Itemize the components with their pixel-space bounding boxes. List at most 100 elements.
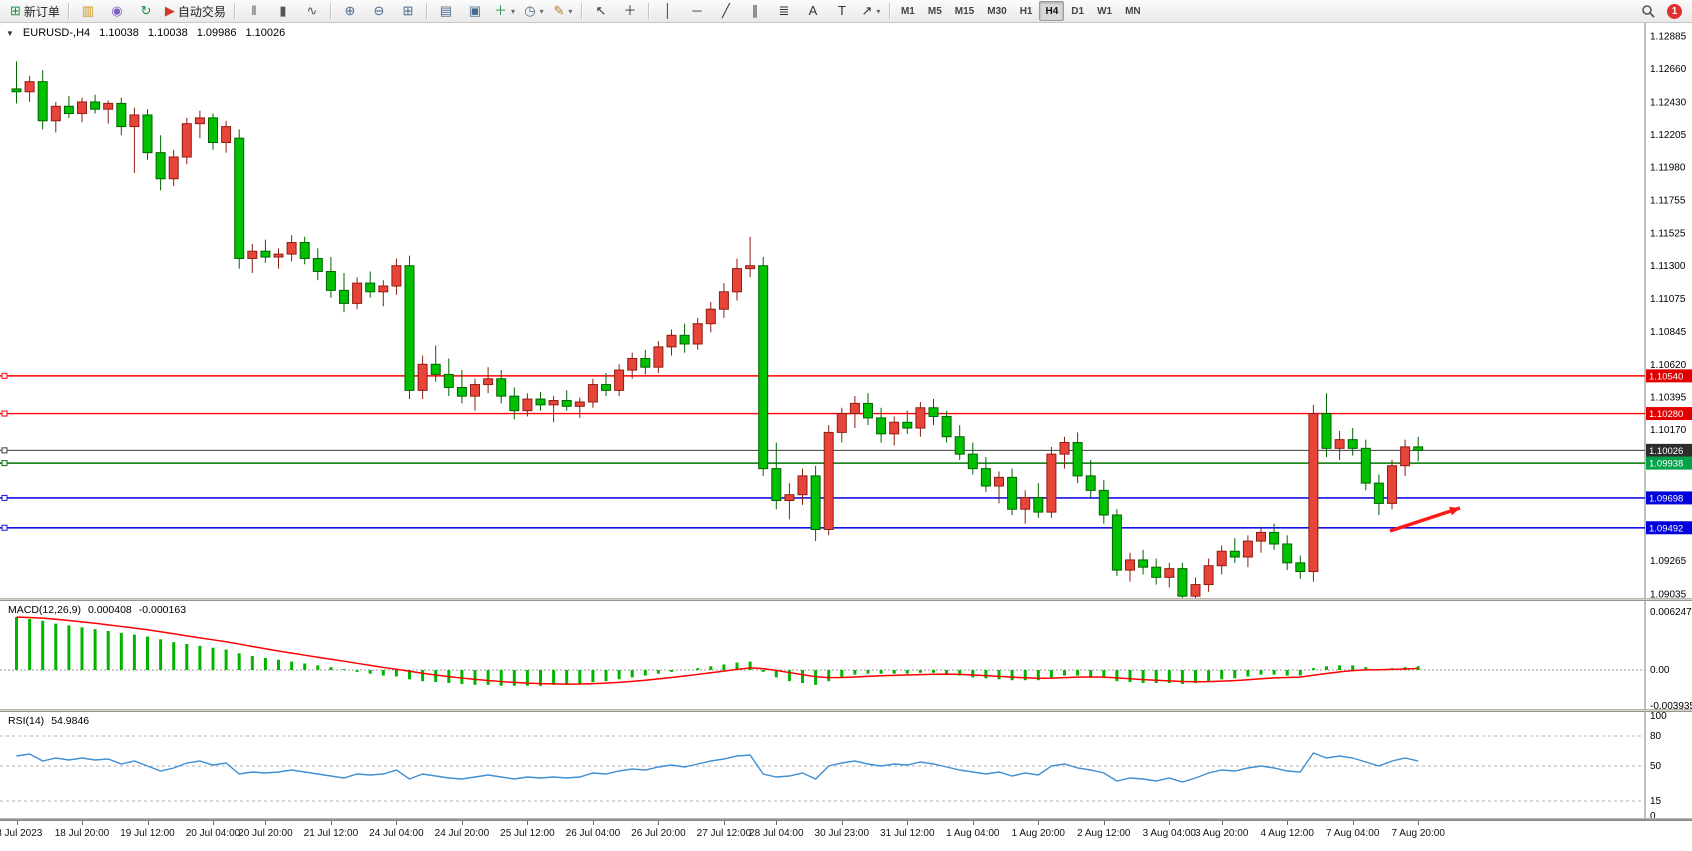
zoom-in-button[interactable]: ⊕ <box>336 0 364 22</box>
candle <box>260 250 271 258</box>
autotrade-icon: ▶ <box>164 3 175 18</box>
refresh-button[interactable]: ↻ <box>132 0 160 22</box>
time-axis-tick <box>1169 821 1171 825</box>
timeframe-mn-button[interactable]: MN <box>1125 5 1141 17</box>
price-axis-label: 1.12660 <box>1650 64 1687 75</box>
candlestick-mode-button[interactable]: ▮ <box>269 0 297 22</box>
trendline-tool-button[interactable]: ╱ <box>712 0 740 22</box>
label-tool-button[interactable]: T <box>828 0 856 22</box>
candle <box>1387 465 1397 504</box>
line-anchor-marker[interactable] <box>1 372 8 379</box>
new-order-button[interactable]: ⊞ 新订单 <box>6 0 64 22</box>
fibonacci-icon: ≣ <box>778 3 790 18</box>
cascade-windows-button[interactable]: ▣ <box>461 0 489 22</box>
candle <box>103 102 114 110</box>
candle <box>561 400 572 407</box>
time-axis-tick <box>16 821 18 825</box>
time-axis-tick <box>1103 821 1105 825</box>
price-tag-label: 1.10540 <box>1649 371 1683 382</box>
line-anchor-marker[interactable] <box>1 410 8 417</box>
time-axis-label: 31 Jul 12:00 <box>880 828 935 839</box>
dropdown-arrow-icon[interactable]: ▾ <box>510 6 515 16</box>
candle <box>876 417 887 435</box>
new-chart-button[interactable]: ▥ <box>74 0 102 22</box>
price-tag-label: 1.09938 <box>1649 459 1683 470</box>
candle <box>994 476 1004 487</box>
tile-windows-button[interactable]: ⊞ <box>394 0 422 22</box>
timeframe-m1-button[interactable]: M1 <box>900 5 915 17</box>
macd-scale-label: 0.006247 <box>1650 607 1692 618</box>
candle <box>758 265 769 470</box>
auto-trading-button[interactable]: ▶ 自动交易 <box>161 0 230 22</box>
low-value: 1.09986 <box>196 27 237 39</box>
chart-menu-arrow-icon[interactable]: ▼ <box>6 28 14 38</box>
trend-arrow-annotation[interactable] <box>1389 506 1461 533</box>
toolbar-separator <box>233 3 236 19</box>
candle <box>221 126 232 144</box>
symbol-period-label: EURUSD-,H4 <box>22 27 91 39</box>
timeframe-m30-button[interactable]: M30 <box>987 5 1007 17</box>
periods-button[interactable]: ◷ ▾ <box>520 0 548 22</box>
line-anchor-marker[interactable] <box>1 494 8 501</box>
candle <box>286 242 297 255</box>
dropdown-arrow-icon[interactable]: ▾ <box>539 6 544 16</box>
candle <box>574 401 585 407</box>
candle <box>548 400 559 406</box>
horizontal-line-tool-button[interactable]: ─ <box>683 0 711 22</box>
rsi-scale-label: 15 <box>1650 796 1662 807</box>
line-anchor-marker[interactable] <box>1 460 8 467</box>
candle <box>443 373 454 388</box>
notification-badge[interactable]: 1 <box>1667 3 1682 19</box>
timeframe-d1-button[interactable]: D1 <box>1071 5 1085 17</box>
crosshair-tool-button[interactable]: ＋ <box>616 0 644 22</box>
time-axis-label: 30 Jul 23:00 <box>814 828 870 839</box>
timeframe-m5-button[interactable]: M5 <box>927 5 942 17</box>
toolbar-separator <box>580 3 583 19</box>
time-axis-label: 20 Jul 04:00 <box>185 828 241 839</box>
tile-windows-icon: ⊞ <box>402 3 414 18</box>
candle <box>339 289 349 304</box>
timeframe-m15-button[interactable]: M15 <box>954 5 975 17</box>
time-axis-splitter <box>0 818 1692 820</box>
indicators-button[interactable]: ＋ ▾ <box>490 0 519 22</box>
dropdown-arrow-icon[interactable]: ▾ <box>876 6 881 16</box>
timeframe-h4-button[interactable]: H4 <box>1039 1 1065 21</box>
vertical-line-icon: │ <box>663 3 673 18</box>
candle <box>718 291 729 310</box>
bar-chart-mode-button[interactable]: ‖ <box>240 0 268 22</box>
rsi-value: 54.9846 <box>51 715 90 727</box>
time-axis-tick <box>723 821 725 825</box>
macd-scale-label: -0.003935 <box>1650 701 1692 709</box>
templates-button[interactable]: ✎ ▾ <box>549 0 577 22</box>
profiles-button[interactable]: ◉ <box>103 0 131 22</box>
text-tool-button[interactable]: A <box>799 0 827 22</box>
candle <box>1282 543 1293 564</box>
time-axis-label: 2 Aug 12:00 <box>1077 828 1131 839</box>
macd-indicator-panel[interactable]: 0.006247 0.00 -0.003935 <box>0 601 1692 709</box>
fibonacci-tool-button[interactable]: ≣ <box>770 0 798 22</box>
crosshair-icon: ＋ <box>623 3 637 18</box>
time-axis[interactable]: 18 Jul 2023 18 Jul 20:00 19 Jul 12:00 20 Ju… <box>0 820 1692 851</box>
rsi-scale-label: 0 <box>1650 811 1656 818</box>
arrows-tool-button[interactable]: ↗ ▾ <box>857 0 885 22</box>
dropdown-arrow-icon[interactable]: ▾ <box>568 6 573 16</box>
rsi-indicator-panel[interactable]: 100 80 50 15 0 <box>0 712 1692 818</box>
cursor-tool-button[interactable]: ↖ <box>587 0 615 22</box>
candle <box>11 88 22 93</box>
arrange-windows-button[interactable]: ▤ <box>432 0 460 22</box>
price-tag-label: 1.10026 <box>1649 446 1683 457</box>
zoom-out-button[interactable]: ⊖ <box>365 0 393 22</box>
timeframe-h1-button[interactable]: H1 <box>1019 5 1033 17</box>
price-chart-panel[interactable]: 1.12885 1.12660 1.12430 1.12205 1.11980 1.117… <box>0 23 1692 598</box>
line-anchor-marker[interactable] <box>1 524 8 531</box>
rsi-panel-splitter[interactable] <box>0 709 1692 712</box>
timeframe-w1-button[interactable]: W1 <box>1097 5 1113 17</box>
line-chart-mode-button[interactable]: ∿ <box>298 0 326 22</box>
macd-panel-splitter[interactable] <box>0 598 1692 601</box>
search-button[interactable] <box>1634 0 1662 22</box>
line-anchor-marker[interactable] <box>1 447 8 454</box>
channel-tool-button[interactable]: ∥ <box>741 0 769 22</box>
candle <box>1203 565 1214 586</box>
time-axis-tick <box>1418 821 1420 825</box>
vertical-line-tool-button[interactable]: │ <box>654 0 682 22</box>
